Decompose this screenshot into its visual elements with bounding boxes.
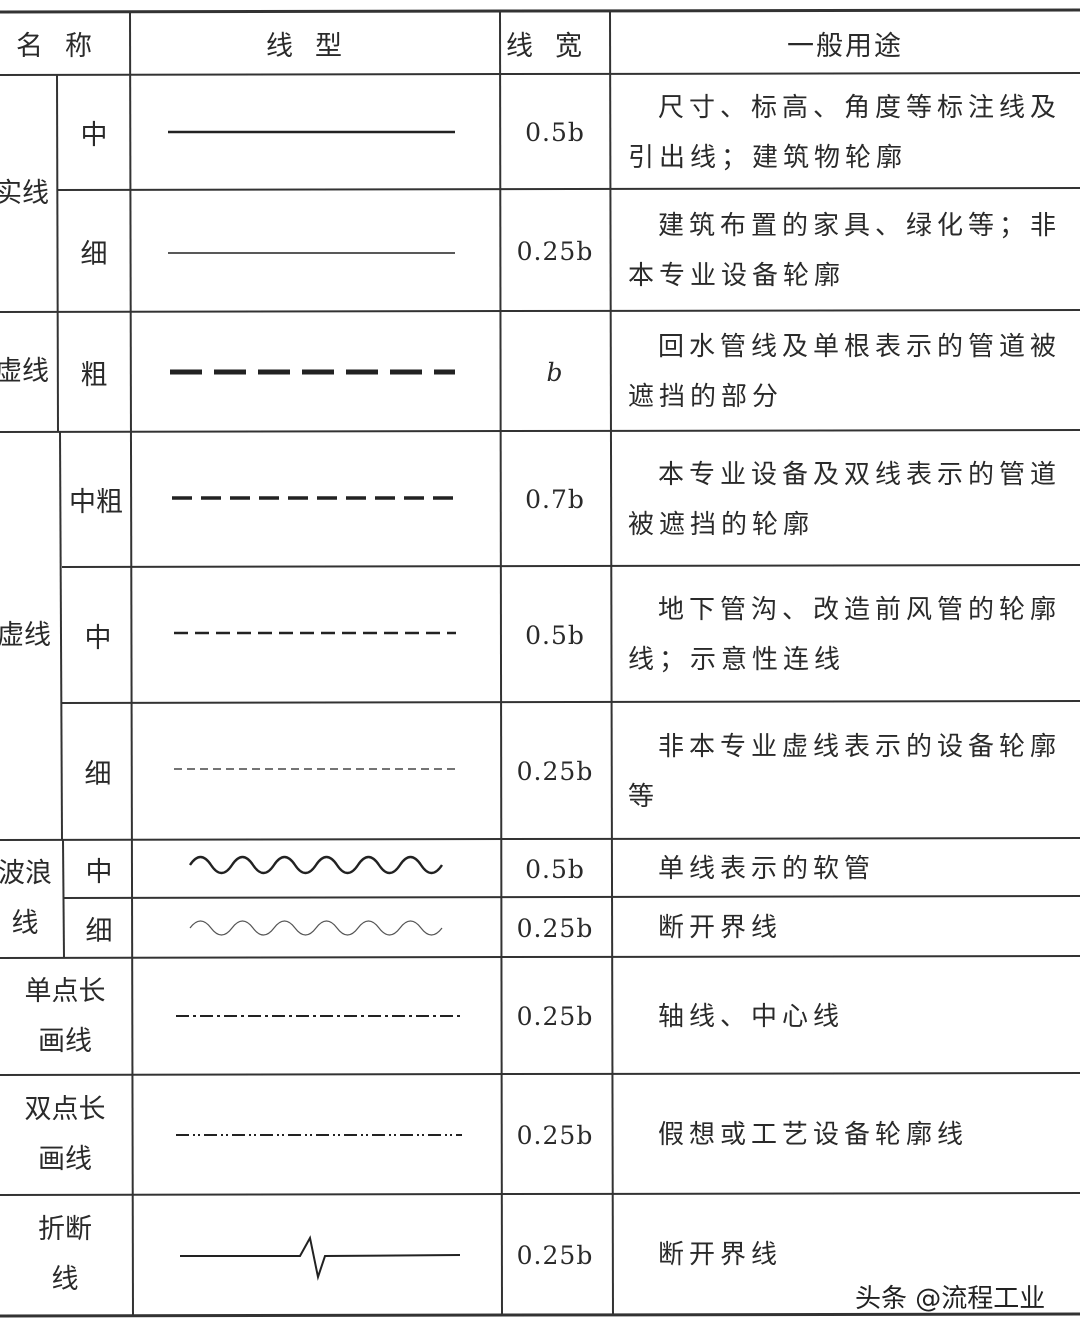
- usage-text: 断开界线: [658, 1240, 783, 1270]
- sub-label: 细: [80, 238, 108, 270]
- linetype-wave-thin: [189, 920, 443, 936]
- usage-text: 回水管线及单根表示的管道被遮挡的部分: [628, 332, 1062, 412]
- sub-label: 中粗: [69, 487, 123, 518]
- watermark: 头条 @流程工业: [855, 1284, 1046, 1314]
- group-double-dot: 双点长画线: [24, 1094, 106, 1175]
- line-width: 0.25b: [516, 1240, 594, 1270]
- usage-text: 建筑布置的家具、绿化等；非本专业设备轮廓: [628, 211, 1062, 291]
- sub-label: 细: [84, 759, 112, 790]
- header-usage: 一般用途: [787, 31, 903, 62]
- usage-text: 轴线、中心线: [658, 1001, 845, 1032]
- usage-text: 尺寸、标高、角度等标注线及引出线；建筑物轮廓: [628, 92, 1062, 173]
- line-width: b: [546, 357, 564, 387]
- usage-text: 非本专业虚线表示的设备轮廓等: [628, 731, 1062, 812]
- sub-label: 中: [80, 120, 108, 151]
- line-width: 0.5b: [525, 620, 585, 650]
- sub-label: 中: [84, 622, 112, 654]
- group-dashed-thick: 虚线: [0, 356, 49, 387]
- line-width: 0.5b: [525, 854, 585, 884]
- usage-text: 假想或工艺设备轮廓线: [658, 1120, 969, 1150]
- group-single-dot: 单点长画线: [24, 975, 106, 1057]
- line-width: 0.25b: [516, 1120, 594, 1150]
- linetype-break-line: [180, 1235, 461, 1281]
- group-dashed: 虚线: [0, 620, 51, 651]
- sub-label: 粗: [80, 359, 108, 391]
- line-width: 0.25b: [516, 757, 594, 786]
- line-width: 0.25b: [516, 236, 594, 266]
- linetype-wave-medium: [188, 855, 444, 875]
- header-width: 线宽: [506, 31, 604, 62]
- usage-text: 单线表示的软管: [658, 854, 876, 884]
- usage-text: 断开界线: [658, 913, 783, 943]
- group-wave: 波浪线: [0, 858, 52, 939]
- group-break: 折断线: [38, 1214, 92, 1295]
- sub-label: 中: [85, 856, 113, 888]
- group-solid: 实线: [0, 177, 49, 209]
- usage-text: 本专业设备及双线表示的管道被遮挡的轮廓: [628, 459, 1062, 540]
- line-width: 0.25b: [516, 1002, 594, 1031]
- header-linetype: 线型: [266, 31, 364, 62]
- line-width: 0.25b: [516, 913, 594, 943]
- header-name: 名称: [16, 31, 114, 62]
- line-width: 0.5b: [525, 118, 585, 147]
- line-width: 0.7b: [525, 485, 585, 514]
- usage-text: 地下管沟、改造前风管的轮廓线；示意性连线: [628, 595, 1062, 675]
- sub-label: 细: [85, 915, 113, 947]
